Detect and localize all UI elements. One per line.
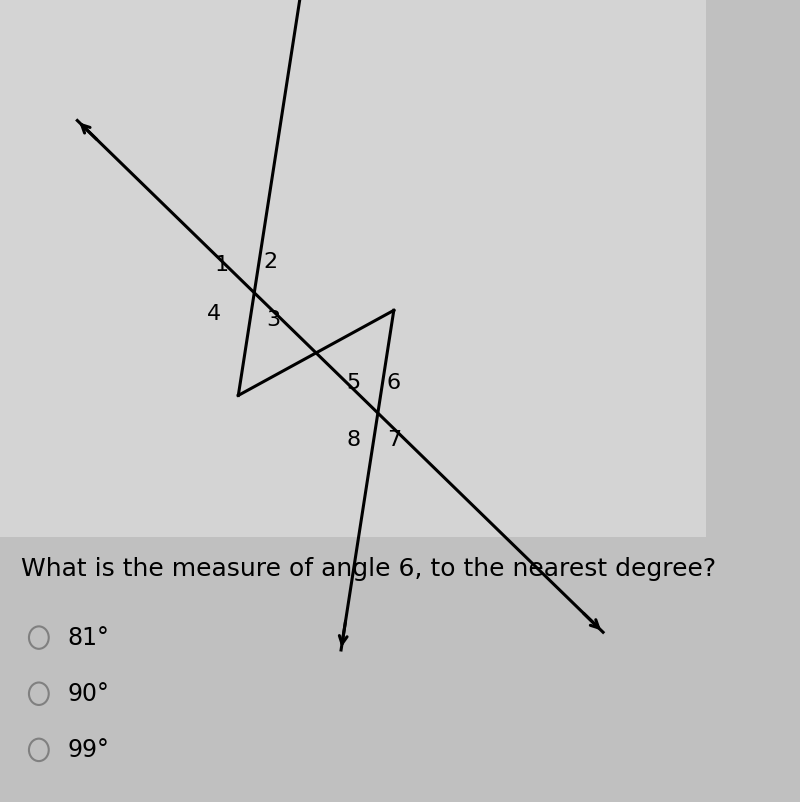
Text: 3: 3 xyxy=(266,310,280,330)
Text: 2: 2 xyxy=(263,253,278,272)
Text: What is the measure of angle 6, to the nearest degree?: What is the measure of angle 6, to the n… xyxy=(21,557,716,581)
Text: 4: 4 xyxy=(207,304,221,324)
Text: 81°: 81° xyxy=(67,626,109,650)
Text: 8: 8 xyxy=(346,431,361,451)
Text: 99°: 99° xyxy=(67,738,109,762)
Text: 7: 7 xyxy=(387,431,401,451)
Text: 6: 6 xyxy=(387,373,401,392)
Text: 1: 1 xyxy=(215,255,229,275)
Bar xyxy=(0,0,706,537)
Text: 5: 5 xyxy=(346,373,361,392)
Text: 90°: 90° xyxy=(67,682,109,706)
